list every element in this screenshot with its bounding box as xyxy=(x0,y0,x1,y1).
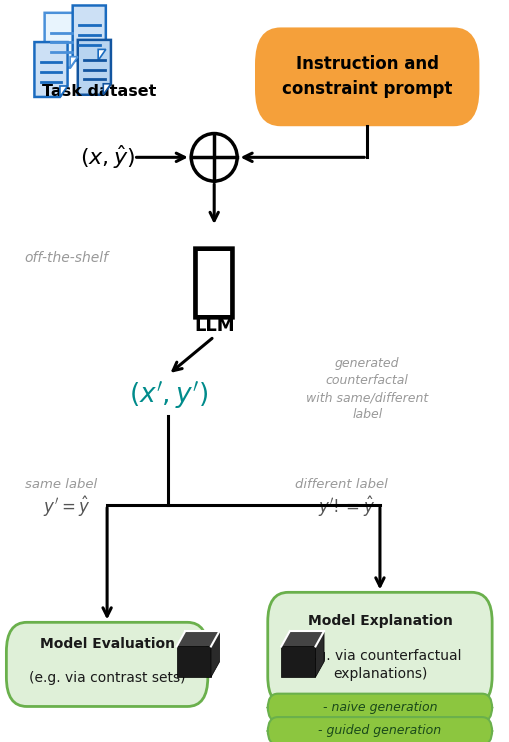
Polygon shape xyxy=(98,50,106,60)
Text: Model Evaluation: Model Evaluation xyxy=(40,637,174,651)
Polygon shape xyxy=(315,631,323,677)
FancyBboxPatch shape xyxy=(267,592,491,706)
Polygon shape xyxy=(70,56,78,68)
Text: Model Explanation: Model Explanation xyxy=(307,614,451,628)
Text: Instruction and
constraint prompt: Instruction and constraint prompt xyxy=(281,56,451,99)
FancyBboxPatch shape xyxy=(254,27,478,126)
Text: 🤖: 🤖 xyxy=(189,241,239,322)
FancyBboxPatch shape xyxy=(267,717,491,742)
Polygon shape xyxy=(280,631,323,646)
Text: Task dataset: Task dataset xyxy=(42,84,156,99)
Polygon shape xyxy=(78,40,111,95)
FancyBboxPatch shape xyxy=(267,694,491,721)
Text: different label: different label xyxy=(295,478,387,491)
Polygon shape xyxy=(45,13,78,68)
Polygon shape xyxy=(211,631,219,677)
Text: - naive generation: - naive generation xyxy=(322,701,436,714)
Text: $(x,\hat{y})$: $(x,\hat{y})$ xyxy=(79,143,134,171)
Polygon shape xyxy=(176,646,211,677)
Text: (e.g. via contrast sets): (e.g. via contrast sets) xyxy=(29,671,185,685)
Polygon shape xyxy=(280,646,315,677)
Polygon shape xyxy=(35,42,68,97)
FancyBboxPatch shape xyxy=(6,623,208,706)
Polygon shape xyxy=(176,631,219,646)
Text: same label: same label xyxy=(25,478,97,491)
Text: (e.g. via counterfactual
explanations): (e.g. via counterfactual explanations) xyxy=(298,649,460,681)
Polygon shape xyxy=(103,84,111,95)
Text: $y'! = \hat{y}$: $y'! = \hat{y}$ xyxy=(318,494,375,519)
Polygon shape xyxy=(72,5,106,60)
Text: $(x', y')$: $(x', y')$ xyxy=(128,379,208,411)
Text: LLM: LLM xyxy=(193,317,234,335)
Text: - guided generation: - guided generation xyxy=(318,724,441,738)
Text: generated
counterfactal
with same/different
label: generated counterfactal with same/differ… xyxy=(305,357,428,421)
Polygon shape xyxy=(60,86,68,97)
Text: $y' = \hat{y}$: $y' = \hat{y}$ xyxy=(43,494,90,519)
Text: off-the-shelf: off-the-shelf xyxy=(24,251,108,265)
